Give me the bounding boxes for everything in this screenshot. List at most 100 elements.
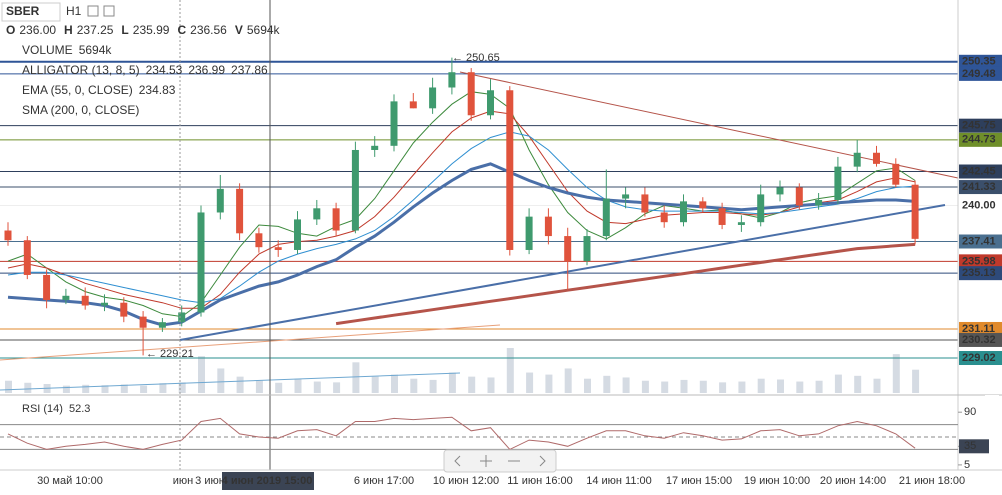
candle-body xyxy=(467,72,475,116)
zoom-in[interactable] xyxy=(480,455,492,467)
volume-bar xyxy=(352,362,360,393)
volume-bar xyxy=(680,379,688,393)
candle-body xyxy=(602,198,610,237)
overlay-line xyxy=(335,242,916,326)
candle-body xyxy=(525,216,533,250)
symbol-box[interactable] xyxy=(1,2,61,22)
volume-bar xyxy=(24,382,32,393)
indicator-name: VOLUME xyxy=(22,43,73,57)
volume-bar xyxy=(854,375,862,393)
volume-bar xyxy=(892,354,900,393)
volume-bar xyxy=(815,380,823,393)
trend-line xyxy=(0,324,501,361)
candle-body xyxy=(544,216,552,237)
collapse-btn[interactable] xyxy=(985,395,999,409)
rsi-value: 52.3 xyxy=(69,403,90,415)
volume-bar xyxy=(506,348,514,393)
candle-body xyxy=(332,208,340,231)
volume-bar xyxy=(584,378,591,393)
ohlcv-label: C xyxy=(177,23,186,37)
volume-bar xyxy=(140,385,148,393)
scroll-right[interactable] xyxy=(539,455,546,467)
annotation-low: ← 229.21 xyxy=(146,348,194,360)
candle-body xyxy=(23,240,31,275)
candle-body xyxy=(873,152,880,164)
indicator-value: 234.53 xyxy=(146,63,183,77)
volume-bar xyxy=(371,376,379,393)
trend-line xyxy=(0,372,461,391)
ohlcv-value: 236.56 xyxy=(190,23,227,37)
candle-body xyxy=(351,149,359,231)
settings-icon[interactable] xyxy=(103,5,115,17)
ohlcv-value: 5694k xyxy=(247,23,281,37)
nav-box xyxy=(443,449,557,473)
price-label: 244.73 xyxy=(962,134,996,146)
price-label: 235.98 xyxy=(962,255,996,267)
candle-body xyxy=(641,194,649,213)
candle-body xyxy=(718,208,726,225)
volume-bar xyxy=(738,381,746,393)
candle-body xyxy=(564,236,572,262)
candle-body xyxy=(371,145,379,150)
price-label-box xyxy=(959,54,1002,69)
rsi-tick-label: 5 xyxy=(964,459,970,471)
rsi-tick-label: 35 xyxy=(964,440,976,452)
candle-body xyxy=(236,188,244,234)
price-label-box xyxy=(959,351,1002,366)
bars-icon[interactable] xyxy=(87,5,99,17)
volume-bar xyxy=(313,381,321,393)
price-label: 230.32 xyxy=(962,334,996,346)
candle-body xyxy=(120,302,128,317)
candle-body xyxy=(139,316,147,328)
volume-bar xyxy=(101,385,109,393)
volume-bar xyxy=(448,372,456,393)
candle-body xyxy=(757,194,765,223)
candle-body xyxy=(81,295,89,306)
candle-body xyxy=(776,187,784,195)
candle-body xyxy=(660,212,668,223)
price-label: 229.02 xyxy=(962,352,996,364)
volume-bar xyxy=(641,380,649,393)
indicator-value: 236.99 xyxy=(188,63,225,77)
candle-body xyxy=(892,163,900,185)
ohlcv-label: H xyxy=(64,23,73,37)
x-tick-label: 11 июн 16:00 xyxy=(507,475,573,487)
volume-bar xyxy=(873,378,881,393)
candles xyxy=(4,57,919,356)
levels-layer xyxy=(0,60,958,359)
candle-body xyxy=(487,90,494,116)
rsi-tick-label: 90 xyxy=(964,406,976,418)
indicator-value: 237.86 xyxy=(231,63,268,77)
rsi-label: RSI (14) xyxy=(22,403,63,415)
candle-body xyxy=(680,201,687,223)
x-tick-label: 30 май 10:00 xyxy=(37,475,103,487)
indicator-value: 5694k xyxy=(79,43,113,57)
volume-bar xyxy=(62,385,70,393)
scroll-left[interactable] xyxy=(454,455,461,467)
volume-bar xyxy=(468,376,476,393)
indicator-legend: VOLUME 5694k ALLIGATOR (13, 8, 5) 234.53 236… xyxy=(22,43,268,117)
volume-bar xyxy=(236,376,244,393)
price-label: 240.00 xyxy=(962,199,996,211)
price-label: 237.41 xyxy=(962,235,996,247)
candle-body xyxy=(43,274,51,300)
rsi-pane: 90 35 5 RSI (14) 52.3 xyxy=(0,403,989,471)
candle-body xyxy=(737,222,745,225)
candle-body xyxy=(216,188,224,213)
indicator-name: EMA (55, 0, CLOSE) xyxy=(22,83,133,97)
candle-body xyxy=(622,194,630,199)
price-label-box xyxy=(959,164,1002,179)
ohlcv: O 236.00 H 237.25 L 235.99 C 236.56 V 5694k xyxy=(6,23,281,37)
volume-bar xyxy=(777,379,784,393)
candle-body xyxy=(795,187,803,206)
candle-body xyxy=(4,230,12,241)
candle-body xyxy=(506,90,514,250)
volume-bar xyxy=(5,380,12,393)
price-label-box xyxy=(959,180,1002,195)
volume-bar xyxy=(275,382,283,393)
x-tick-label: 10 июн 12:00 xyxy=(433,475,499,487)
timeframe[interactable]: H1 xyxy=(66,4,82,18)
price-label-box xyxy=(959,66,1002,81)
